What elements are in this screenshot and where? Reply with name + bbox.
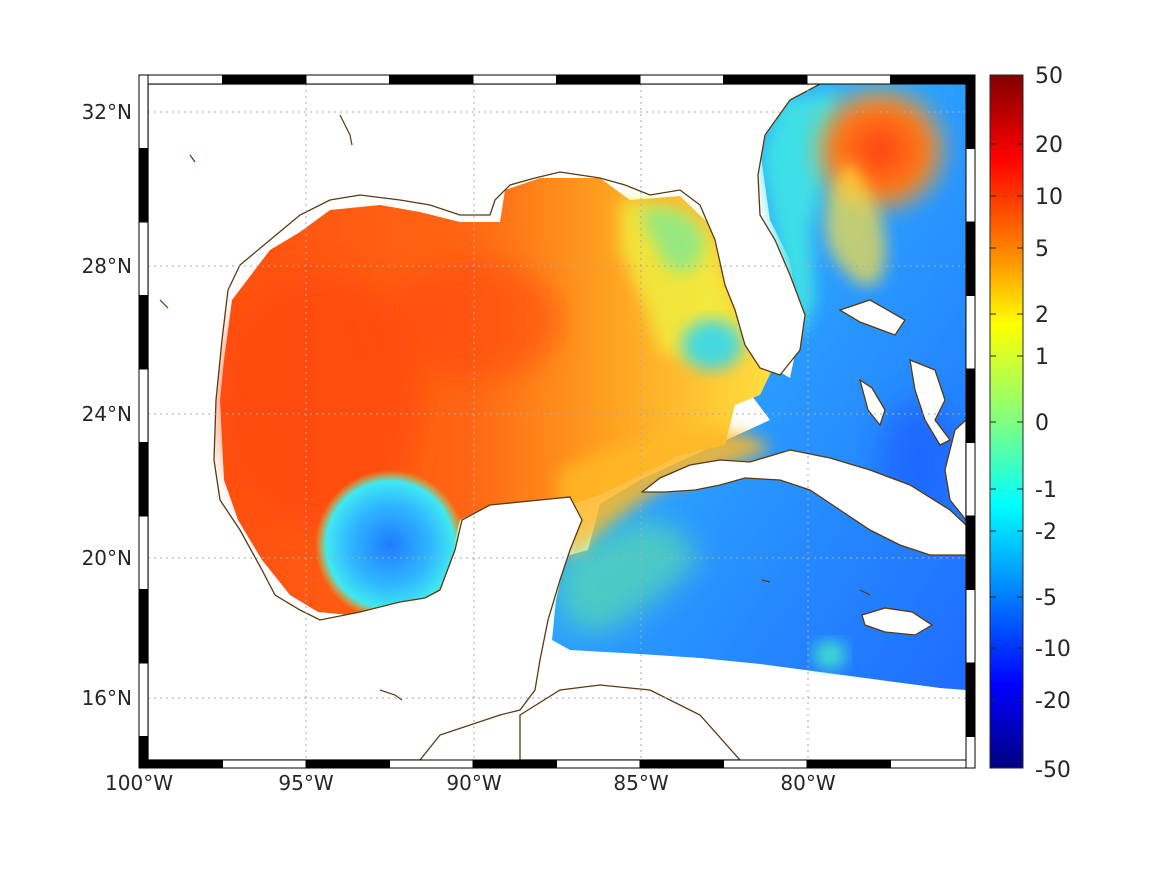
frame-segment (556, 74, 641, 85)
frame-segment (138, 589, 149, 664)
lon-label: 100°W (105, 771, 173, 795)
lon-label: 90°W (446, 771, 501, 795)
field-gulf-cyan (682, 320, 742, 370)
field-small-cyan (814, 641, 846, 669)
frame-segment (639, 759, 724, 769)
frame-segment (138, 148, 149, 223)
land-cuba (640, 449, 966, 556)
land-central-america (519, 684, 741, 760)
land-bahamas-1 (858, 378, 886, 427)
frame-segment (890, 759, 975, 769)
land-bahamas-2 (838, 299, 906, 336)
field-campeche-blue (315, 470, 465, 620)
lat-label: 28°N (82, 254, 132, 278)
land-hispaniola (944, 419, 966, 522)
field-gulf-red-central (380, 260, 560, 380)
colorbar-label: -2 (1035, 520, 1057, 545)
colorbar-label: 20 (1035, 133, 1063, 158)
frame-segment (138, 515, 149, 590)
frame-segment (965, 221, 976, 296)
frame-segment (965, 736, 976, 769)
frame-segment (305, 74, 390, 85)
colorbar-label: 1 (1035, 345, 1049, 370)
lon-label: 95°W (278, 771, 333, 795)
frame-segment (138, 368, 149, 443)
colorbar-label: 10 (1035, 185, 1063, 210)
colorbar-label: -10 (1035, 637, 1071, 662)
colorbar-label: -50 (1035, 758, 1071, 783)
lat-label: 24°N (82, 402, 132, 426)
frame-segment (723, 759, 808, 769)
colorbar-label: 2 (1035, 303, 1049, 328)
lat-label: 20°N (82, 546, 132, 570)
grid-lines (148, 84, 966, 760)
frame-segment (138, 736, 149, 769)
frame-segment (965, 515, 976, 590)
colorbar-label: 0 (1035, 411, 1049, 436)
frame-segment (138, 221, 149, 296)
land-jamaica (861, 607, 934, 636)
lat-label: 32°N (82, 100, 132, 124)
field-caribbean-green (560, 520, 700, 632)
small-islands (159, 114, 871, 701)
frame-segment (723, 74, 808, 85)
frame-segment (138, 295, 149, 370)
colorbar-label: 50 (1035, 64, 1063, 89)
frame-segment (890, 74, 975, 85)
frame-segment (639, 74, 724, 85)
lon-label: 80°W (780, 771, 835, 795)
lon-labels: 100°W 95°W 90°W 85°W 80°W (105, 771, 836, 795)
land-bahamas-3 (909, 358, 951, 446)
colorbar-label: -20 (1035, 689, 1071, 714)
frame-segment (138, 662, 149, 737)
frame-segment (556, 759, 641, 769)
lon-label: 85°W (613, 771, 668, 795)
frame-segment (138, 74, 223, 85)
frame-segment (965, 589, 976, 664)
frame-segment (965, 295, 976, 370)
lat-label: 16°N (82, 686, 132, 710)
frame-segment (389, 759, 474, 769)
frame-segment (138, 74, 149, 149)
colorbar-label: -5 (1035, 586, 1057, 611)
frame-segment (138, 759, 223, 769)
frame-segment (806, 759, 891, 769)
frame-segment (965, 74, 976, 149)
field-gulf-green (640, 208, 705, 272)
frame-segment (965, 368, 976, 443)
frame-segment (222, 74, 307, 85)
frame-segment (472, 74, 557, 85)
frame-segment (965, 442, 976, 517)
frame-segment (472, 759, 557, 769)
data-field (220, 84, 966, 690)
frame-segment (222, 759, 307, 769)
frame-segment (806, 74, 891, 85)
land-north-america (148, 84, 821, 760)
land-masses (148, 84, 966, 760)
colorbar-labels: 50 20 10 5 2 1 0 -1 -2 -5 -10 -20 -50 (1035, 64, 1071, 783)
frame-segment (965, 662, 976, 737)
colorbar-label: -1 (1035, 478, 1057, 503)
colorbar-ticks (990, 74, 1023, 769)
field-gulf-yellow-east (620, 200, 740, 358)
field-gulf-red-west (220, 270, 420, 530)
colorbar-label: 5 (1035, 237, 1049, 262)
map-frame (138, 74, 976, 769)
field-atlantic-eddy (805, 84, 955, 220)
lat-labels: 32°N 28°N 24°N 20°N 16°N (82, 100, 132, 710)
frame-segment (389, 74, 474, 85)
frame-segment (305, 759, 390, 769)
field-atlantic-yellow (825, 160, 886, 286)
frame-segment (138, 442, 149, 517)
frame-segment (965, 148, 976, 223)
